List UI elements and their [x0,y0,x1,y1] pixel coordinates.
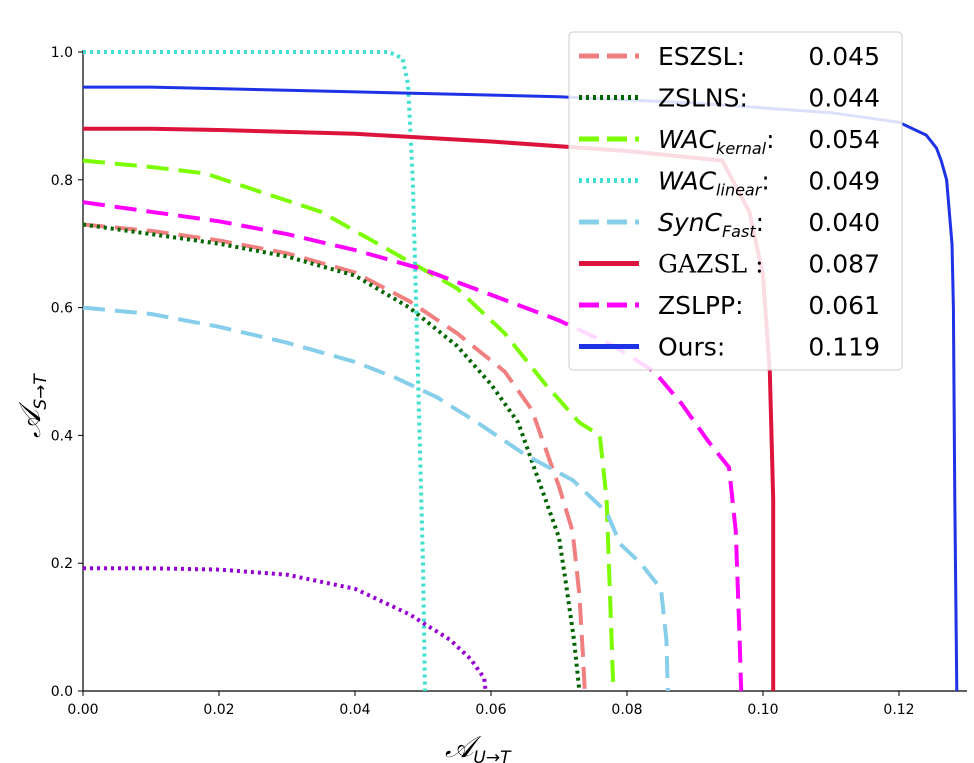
series-line-eszsl [82,222,587,692]
x-tick-label: 0.12 [883,702,914,718]
legend-box [568,31,903,371]
legend-score-ours: 0.119 [808,333,880,362]
x-tick-label: 0.02 [203,702,234,718]
legend-score-sync-fast: 0.040 [808,208,880,237]
legend-label-wac-linear: WAClinear: [658,167,770,200]
y-tick-label: 0.4 [51,428,73,444]
legend-label-eszsl: ESZSL: [658,42,745,71]
x-tick-label: 0.10 [747,702,778,718]
y-tick-label: 0.6 [51,301,73,317]
y-axis-label-sub: S→T [31,373,51,410]
legend-label-zslpp: ZSLPP: [658,291,744,320]
legend-label-gazsl: GAZSL : [658,250,764,279]
legend-score-zslns: 0.044 [808,84,880,113]
legend: ESZSL: 0.045 ZSLNS: 0.044 WACkernal: 0.054 WAC… [568,31,903,371]
legend-label-wac-kernal: WACkernal: [658,125,775,158]
legend-score-gazsl: 0.087 [808,250,880,279]
y-axis-label: 𝒜S→T [13,373,51,438]
series-line-unlabeled [83,566,488,692]
y-tick-label: 0.2 [51,556,73,572]
x-tick-label: 0.00 [67,702,98,718]
legend-score-wac-linear: 0.049 [808,167,880,196]
x-axis-label: 𝒜U→T [445,730,512,763]
x-tick-label: 0.06 [475,702,506,718]
x-axis-label-sub: U→T [473,748,512,763]
series-line-wac-linear [83,50,427,692]
series-line-zslns [82,222,582,692]
series-line-ours [83,85,959,692]
y-tick-label: 1.0 [51,45,73,61]
legend-label-ours: Ours: [658,333,725,362]
legend-score-wac-kernal: 0.054 [808,125,880,154]
series-line-wac-kernal [82,158,616,692]
legend-score-eszsl: 0.045 [808,42,880,71]
series-line-sync-fast [82,305,670,692]
legend-label-zslns: ZSLNS: [658,84,748,113]
legend-score-zslpp: 0.061 [808,291,880,320]
y-tick-label: 0.0 [51,684,73,700]
x-tick-label: 0.04 [339,702,370,718]
legend-label-sync-fast: SynCFast: [658,208,764,241]
axes: 0.00 0.02 0.04 0.06 0.08 0.10 0.12 0.0 0.2 0.4 0.6… [51,45,967,718]
x-tick-label: 0.08 [611,702,642,718]
y-tick-label: 0.8 [51,173,73,189]
